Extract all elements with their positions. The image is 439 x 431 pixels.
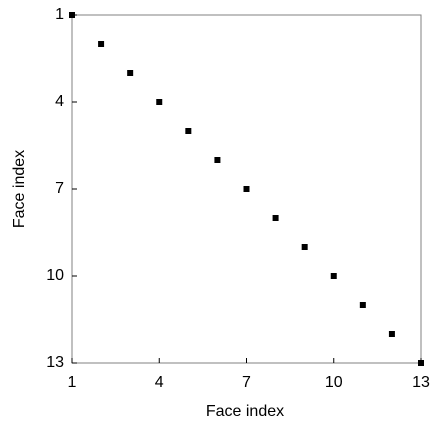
x-tick-label: 7 [242, 374, 251, 391]
point [69, 12, 75, 18]
point [272, 215, 279, 221]
point [98, 41, 105, 47]
point [185, 128, 192, 134]
x-axis-label: Face index [206, 403, 284, 420]
point [301, 244, 308, 250]
point [156, 99, 163, 105]
y-tick-label: 4 [55, 93, 64, 110]
point [388, 331, 395, 337]
y-tick-label: 13 [46, 354, 64, 371]
x-tick-label: 1 [68, 374, 77, 391]
x-tick-label: 10 [325, 374, 343, 391]
point [214, 157, 221, 163]
point [418, 360, 424, 366]
point [243, 186, 250, 192]
point [330, 273, 337, 279]
point [359, 302, 366, 308]
y-axis-label: Face index [11, 150, 28, 228]
y-tick-label: 7 [55, 180, 64, 197]
y-tick-label: 1 [55, 6, 64, 23]
point [127, 70, 134, 76]
x-tick-label: 4 [155, 374, 164, 391]
y-tick-label: 10 [46, 267, 64, 284]
x-tick-label: 13 [412, 374, 430, 391]
